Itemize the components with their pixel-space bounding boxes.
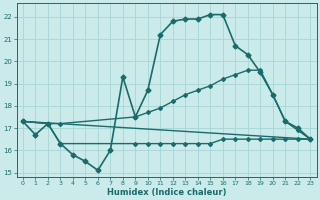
X-axis label: Humidex (Indice chaleur): Humidex (Indice chaleur) [107, 188, 226, 197]
